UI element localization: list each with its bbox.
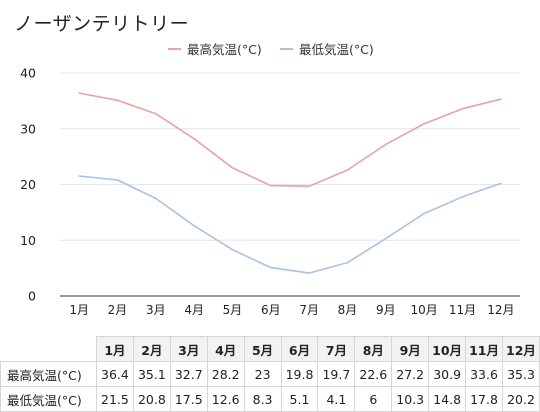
table-cell: 6	[354, 386, 393, 412]
legend-label-low: 最低気温(°C)	[299, 42, 374, 57]
chart-legend: 最高気温(°C) 最低気温(°C)	[0, 39, 540, 59]
x-tick-label: 5月	[223, 303, 243, 317]
data-point	[385, 143, 387, 146]
table-cell: 22.6	[354, 361, 393, 387]
x-tick-label: 6月	[261, 303, 281, 317]
table-cell: 33.6	[465, 361, 503, 387]
data-point	[116, 99, 119, 102]
data-point	[231, 248, 234, 251]
table-header-cell: 6月	[280, 336, 319, 362]
table-header-cell: 5月	[243, 336, 282, 362]
chart-title: ノーザンテリトリー	[14, 13, 190, 35]
table-header-cell: 12月	[501, 336, 540, 362]
table-cell: 30.9	[428, 361, 467, 387]
table-cell: 32.7	[169, 361, 208, 387]
y-tick-label: 30	[20, 121, 36, 136]
legend-swatch-low	[280, 47, 293, 50]
table-cell: 17.8	[465, 386, 503, 412]
data-point	[423, 212, 425, 215]
table-cell: 8.3	[243, 386, 282, 412]
table-cell: 20.2	[501, 386, 540, 412]
table-header-cell: 9月	[391, 336, 430, 362]
data-point	[193, 137, 195, 140]
x-tick-label: 4月	[184, 303, 204, 317]
series-line-low	[79, 175, 502, 274]
legend-swatch-high	[168, 47, 181, 50]
table-cell: 4.1	[317, 386, 356, 412]
table-corner-cell	[0, 336, 97, 362]
table-cell: 12.6	[206, 386, 245, 412]
data-point	[155, 112, 157, 115]
data-point	[308, 272, 310, 274]
table-cell: 35.1	[132, 361, 171, 387]
line-chart: 0 10 20 30 40 1月 2月 3月 4月 5月 6月 7月 8月 9月 10月 11月 12月	[20, 66, 520, 317]
x-tick-label: 11月	[449, 303, 476, 317]
table-cell: 10.3	[391, 386, 430, 412]
x-tick-label: 8月	[338, 303, 358, 317]
table-header-cell: 2月	[132, 336, 171, 362]
table-header-cell: 11月	[465, 336, 503, 362]
climate-table: 1月 2月 3月 4月 5月 6月 7月 8月 9月 10月 11月 12月 最高気温(°C) 36.4…	[0, 336, 540, 412]
legend-item-low: 最低気温(°C)	[280, 39, 374, 58]
table-header-cell: 1月	[96, 336, 134, 362]
x-tick-label: 3月	[146, 303, 166, 317]
data-point	[461, 195, 464, 198]
table-row-label: 最低気温(°C)	[0, 386, 97, 412]
table-cell: 27.2	[391, 361, 430, 387]
x-tick-label: 2月	[108, 303, 128, 317]
table-header-cell: 10月	[428, 336, 467, 362]
table-cell: 35.3	[501, 361, 540, 387]
x-tick-label: 9月	[376, 303, 396, 317]
x-tick-label: 12月	[487, 303, 514, 317]
x-tick-label: 1月	[69, 303, 89, 317]
table-cell: 21.5	[96, 386, 134, 412]
table-cell: 23	[243, 361, 282, 387]
y-tick-label: 40	[20, 66, 36, 81]
table-cell: 36.4	[96, 361, 134, 387]
table-header-cell: 4月	[206, 336, 245, 362]
data-point	[423, 122, 425, 125]
y-tick-label: 10	[20, 233, 36, 248]
table-cell: 28.2	[206, 361, 245, 387]
table-cell: 5.1	[280, 386, 319, 412]
y-tick-label: 0	[28, 289, 36, 304]
series-line-high	[79, 92, 501, 187]
table-cell: 19.8	[280, 361, 319, 387]
table-cell: 19.7	[317, 361, 356, 387]
data-point	[346, 261, 349, 264]
data-point	[385, 237, 387, 240]
table-row: 最低気温(°C) 21.5 20.8 17.5 12.6 8.3 5.1 4.1 6 10.3 14…	[0, 386, 540, 412]
data-point	[308, 185, 310, 187]
data-point	[116, 179, 119, 181]
data-point	[78, 175, 80, 177]
table-row: 最高気温(°C) 36.4 35.1 32.7 28.2 23 19.8 19.7 22.6 27…	[0, 361, 540, 387]
data-point	[270, 266, 272, 269]
data-point	[500, 98, 502, 101]
legend-item-high: 最高気温(°C)	[168, 39, 262, 58]
table-header-cell: 7月	[317, 336, 356, 362]
table-header-cell: 8月	[354, 336, 393, 362]
data-point	[231, 166, 234, 169]
legend-label-high: 最高気温(°C)	[187, 42, 262, 57]
data-point	[346, 169, 349, 171]
table-cell: 20.8	[132, 386, 171, 412]
data-point	[78, 92, 80, 94]
table-header-row: 1月 2月 3月 4月 5月 6月 7月 8月 9月 10月 11月 12月	[0, 336, 540, 362]
data-point	[500, 182, 502, 185]
data-point	[461, 107, 464, 110]
table-row-label: 最高気温(°C)	[0, 361, 97, 387]
y-tick-label: 20	[20, 177, 36, 192]
x-tick-label: 7月	[299, 303, 319, 317]
data-point	[193, 224, 195, 227]
data-point	[270, 184, 272, 187]
table-cell: 17.5	[169, 386, 208, 412]
data-point	[155, 197, 157, 200]
table-cell: 14.8	[428, 386, 467, 412]
table-header-cell: 3月	[169, 336, 208, 362]
x-tick-label: 10月	[411, 303, 438, 317]
